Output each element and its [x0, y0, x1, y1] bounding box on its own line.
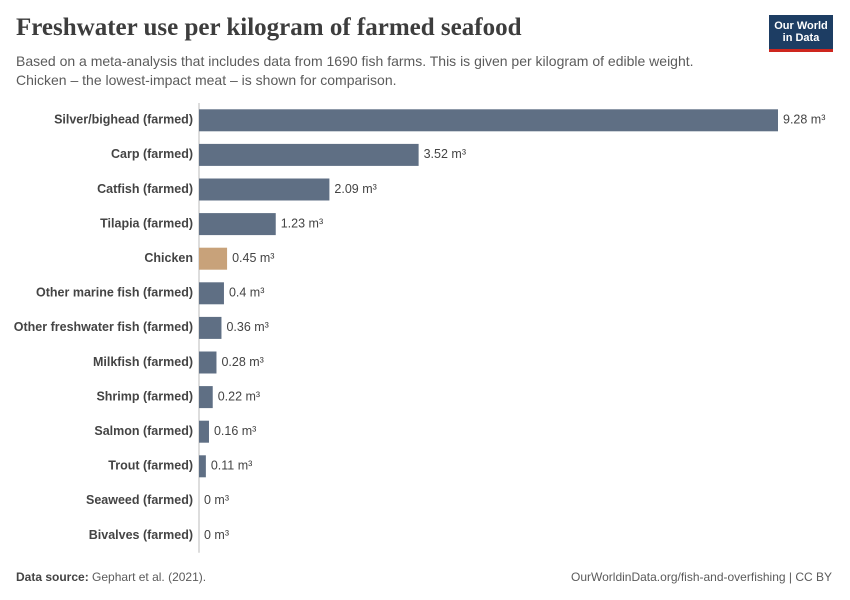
category-label: Catfish (farmed): [97, 182, 193, 196]
category-label: Tilapia (farmed): [100, 216, 193, 230]
category-label: Other freshwater fish (farmed): [14, 320, 193, 334]
category-label: Seaweed (farmed): [86, 493, 193, 507]
value-label: 0.11 m³: [211, 459, 252, 473]
bar: [199, 420, 209, 443]
value-label: 3.52 m³: [424, 147, 466, 161]
value-label: 0.36 m³: [226, 320, 268, 334]
bar: [199, 351, 217, 374]
value-label: 0.28 m³: [221, 355, 263, 369]
category-label: Bivalves (farmed): [89, 528, 193, 542]
value-label: 9.28 m³: [783, 113, 825, 127]
category-label: Salmon (farmed): [94, 424, 193, 438]
bar: [199, 143, 419, 166]
chart: Silver/bighead (farmed) 9.28 m³ Carp (farm…: [14, 103, 825, 553]
category-label: Chicken: [144, 251, 193, 265]
bar: [199, 316, 222, 339]
value-label: 0 m³: [204, 493, 229, 507]
value-label: 0.22 m³: [218, 389, 260, 403]
bar: [199, 178, 330, 201]
value-label: 2.09 m³: [334, 182, 376, 196]
value-label: 0.45 m³: [232, 251, 274, 265]
category-label: Other marine fish (farmed): [36, 286, 193, 300]
subtitle: Based on a meta-analysis that includes d…: [16, 53, 694, 88]
bar: [199, 455, 206, 478]
category-label: Carp (farmed): [111, 147, 193, 161]
category-label: Milkfish (farmed): [93, 355, 193, 369]
source: Gephart et al. (2021).: [92, 570, 207, 584]
bar: [199, 247, 228, 270]
category-label: Trout (farmed): [108, 459, 193, 473]
value-label: 1.23 m³: [281, 216, 323, 230]
bar: [199, 213, 276, 236]
value-label: 0.4 m³: [229, 286, 264, 300]
bar: [199, 282, 224, 305]
footer-link[interactable]: OurWorldinData.org/fish-and-overfishing …: [571, 570, 832, 584]
footer-source: Data source: Gephart et al. (2021).: [16, 570, 206, 584]
logo[interactable]: Our World in Data: [769, 15, 833, 52]
value-label: 0.16 m³: [214, 424, 256, 438]
value-label: 0 m³: [204, 528, 229, 542]
bar: [199, 109, 778, 132]
bar: [199, 386, 213, 409]
category-label: Shrimp (farmed): [96, 389, 193, 403]
source-label: Data source:: [16, 570, 89, 584]
title: Freshwater use per kilogram of farmed se…: [16, 14, 522, 41]
category-label: Silver/bighead (farmed): [54, 113, 193, 127]
